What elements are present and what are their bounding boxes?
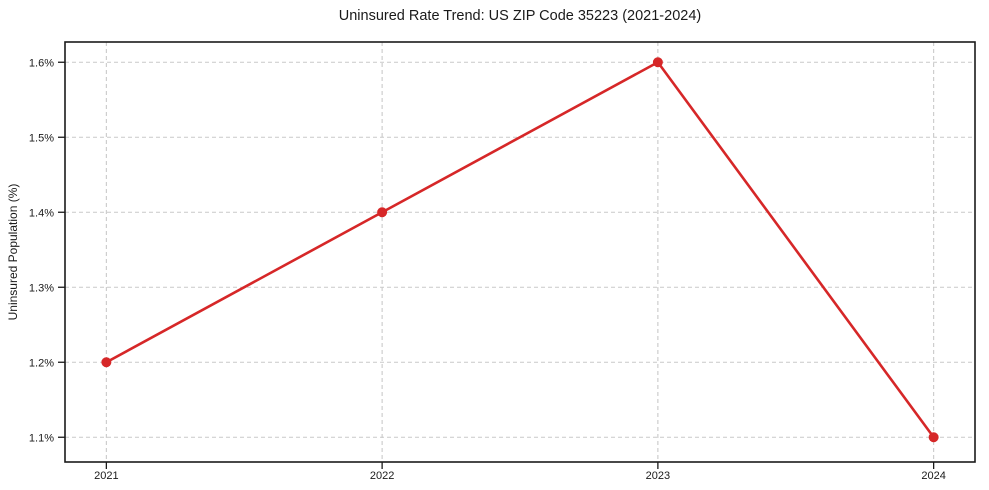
- y-tick-label: 1.6%: [29, 57, 54, 69]
- y-tick-label: 1.5%: [29, 132, 54, 144]
- y-tick-label: 1.3%: [29, 282, 54, 294]
- data-point: [652, 57, 663, 68]
- data-point: [377, 207, 388, 218]
- data-point: [928, 432, 939, 443]
- y-tick-label: 1.1%: [29, 432, 54, 444]
- x-tick-label: 2021: [94, 470, 118, 482]
- trend-line: [105, 60, 935, 439]
- x-tick-label: 2022: [370, 470, 394, 482]
- chart-title: Uninsured Rate Trend: US ZIP Code 35223 …: [338, 8, 702, 24]
- x-tick-label: 2024: [921, 470, 945, 482]
- data-point: [101, 357, 112, 368]
- x-tick-label: 2023: [646, 470, 670, 482]
- y-tick-label: 1.2%: [29, 357, 54, 369]
- y-tick-label: 1.4%: [29, 207, 54, 219]
- axis-frame: [64, 41, 976, 463]
